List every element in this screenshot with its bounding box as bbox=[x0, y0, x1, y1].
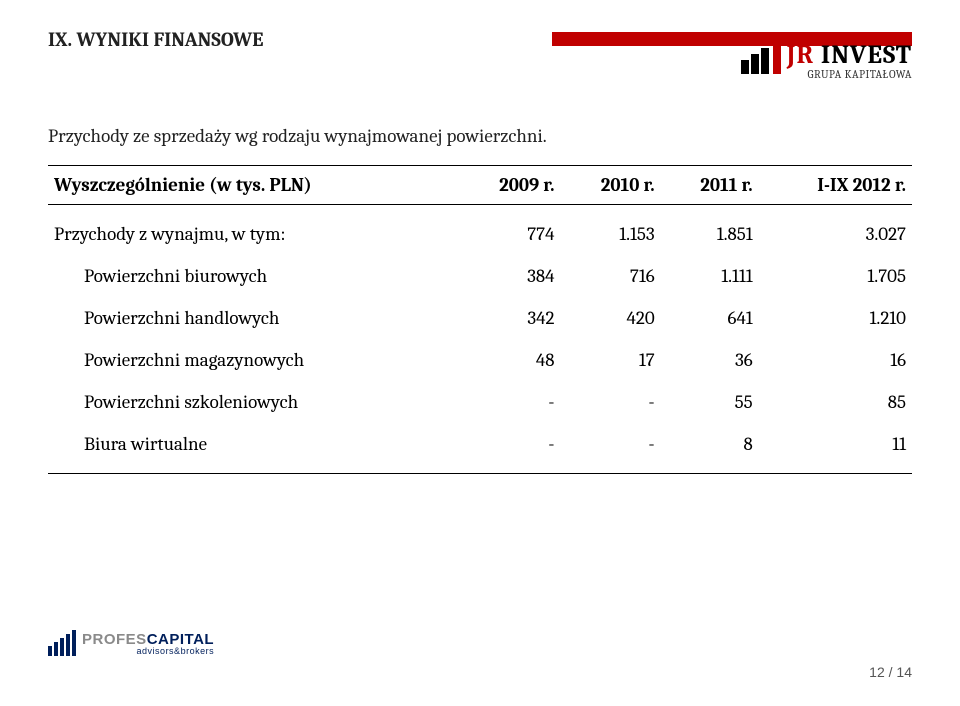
table-row: Przychody z wynajmu, w tym:7741.1531.851… bbox=[48, 205, 912, 256]
row-label: Przychody z wynajmu, w tym: bbox=[48, 205, 458, 256]
cell: 1.210 bbox=[759, 297, 912, 339]
cell: 11 bbox=[759, 423, 912, 474]
brand-logo: JR INVEST GRUPA KAPITAŁOWA bbox=[741, 40, 912, 81]
footer-bars-icon bbox=[48, 630, 76, 656]
cell: 641 bbox=[661, 297, 759, 339]
row-label: Powierzchni magazynowych bbox=[48, 339, 458, 381]
logo-bars-icon bbox=[741, 40, 781, 74]
table-row: Powierzchni szkoleniowych--5585 bbox=[48, 381, 912, 423]
col-header: 2010 r. bbox=[560, 166, 660, 205]
row-label: Powierzchni handlowych bbox=[48, 297, 458, 339]
footer-logo: PROFESCAPITAL advisors&brokers bbox=[48, 630, 214, 656]
cell: 36 bbox=[661, 339, 759, 381]
footer-logo-part1: PROFES bbox=[82, 631, 147, 648]
table-row: Powierzchni handlowych3424206411.210 bbox=[48, 297, 912, 339]
cell: - bbox=[458, 381, 560, 423]
cell: 342 bbox=[458, 297, 560, 339]
cell: 1.851 bbox=[661, 205, 759, 256]
row-label: Biura wirtualne bbox=[48, 423, 458, 474]
table-header-row: Wyszczególnienie (w tys. PLN) 2009 r. 20… bbox=[48, 166, 912, 205]
table-row: Biura wirtualne--811 bbox=[48, 423, 912, 474]
cell: - bbox=[560, 423, 660, 474]
cell: 1.111 bbox=[661, 255, 759, 297]
page-number: 12 / 14 bbox=[869, 664, 912, 680]
col-header: I-IX 2012 r. bbox=[759, 166, 912, 205]
col-header: 2009 r. bbox=[458, 166, 560, 205]
cell: 85 bbox=[759, 381, 912, 423]
row-label: Powierzchni biurowych bbox=[48, 255, 458, 297]
table-row: Powierzchni biurowych3847161.1111.705 bbox=[48, 255, 912, 297]
section-title: IX. WYNIKI FINANSOWE bbox=[48, 28, 263, 51]
cell: 48 bbox=[458, 339, 560, 381]
col-header: Wyszczególnienie (w tys. PLN) bbox=[48, 166, 458, 205]
cell: - bbox=[560, 381, 660, 423]
col-header: 2011 r. bbox=[661, 166, 759, 205]
cell: 716 bbox=[560, 255, 660, 297]
cell: 55 bbox=[661, 381, 759, 423]
logo-text-black: INVEST bbox=[821, 40, 912, 70]
cell: 384 bbox=[458, 255, 560, 297]
cell: 420 bbox=[560, 297, 660, 339]
table-title: Przychody ze sprzedaży wg rodzaju wynajm… bbox=[48, 125, 912, 147]
cell: 16 bbox=[759, 339, 912, 381]
cell: 8 bbox=[661, 423, 759, 474]
row-label: Powierzchni szkoleniowych bbox=[48, 381, 458, 423]
cell: 17 bbox=[560, 339, 660, 381]
table-row: Powierzchni magazynowych48173616 bbox=[48, 339, 912, 381]
revenue-table: Wyszczególnienie (w tys. PLN) 2009 r. 20… bbox=[48, 165, 912, 474]
footer-logo-part2: CAPITAL bbox=[147, 631, 214, 648]
cell: 1.153 bbox=[560, 205, 660, 256]
cell: 3.027 bbox=[759, 205, 912, 256]
cell: - bbox=[458, 423, 560, 474]
logo-text-red: JR bbox=[787, 40, 814, 70]
cell: 774 bbox=[458, 205, 560, 256]
cell: 1.705 bbox=[759, 255, 912, 297]
